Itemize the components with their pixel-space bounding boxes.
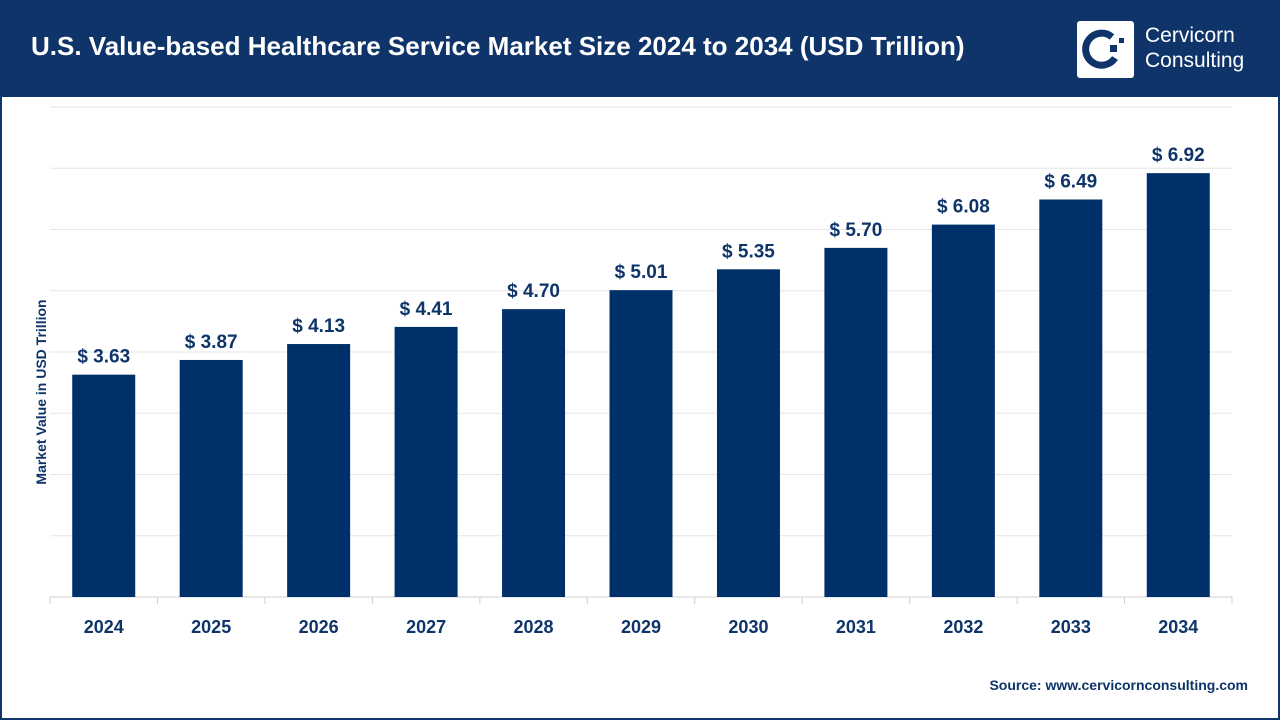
logo-icon	[1077, 21, 1134, 78]
x-tick-label: 2027	[406, 617, 446, 637]
bar-2033	[1039, 199, 1103, 598]
bar-2025	[179, 359, 243, 597]
data-label: $ 4.70	[507, 281, 560, 302]
data-label: $ 5.70	[829, 220, 882, 241]
logo-line1: Cervicorn	[1145, 24, 1235, 47]
data-label: $ 4.41	[400, 299, 453, 320]
bar-2034	[1146, 173, 1210, 597]
logo-text: Cervicorn Consulting	[1145, 23, 1244, 73]
bar-2031	[824, 247, 888, 597]
data-label: $ 6.49	[1044, 171, 1097, 192]
bar-2026	[287, 344, 351, 597]
source-text: Source: www.cervicornconsulting.com	[989, 677, 1248, 693]
x-tick-label: 2034	[1158, 617, 1198, 637]
data-label: $ 4.13	[292, 316, 345, 337]
x-tick-label: 2032	[943, 617, 983, 637]
company-logo: Cervicorn Consulting	[1077, 21, 1263, 79]
logo-line2: Consulting	[1145, 49, 1245, 72]
data-label: $ 6.08	[937, 197, 990, 218]
x-tick-label: 2025	[191, 617, 231, 637]
bar-2024	[72, 374, 136, 597]
data-label: $ 3.63	[77, 347, 130, 368]
x-tick-label: 2031	[836, 617, 876, 637]
bar-2030	[716, 269, 780, 597]
data-label: $ 5.01	[615, 262, 668, 283]
bar-2032	[931, 224, 995, 597]
x-tick-label: 2024	[84, 617, 124, 637]
bar-2027	[394, 326, 458, 597]
bar-2029	[609, 290, 673, 597]
x-tick-label: 2028	[514, 617, 554, 637]
header-bar: U.S. Value-based Healthcare Service Mark…	[0, 0, 1280, 97]
data-label: $ 3.87	[185, 332, 238, 353]
data-label: $ 6.92	[1152, 145, 1205, 166]
x-tick-label: 2030	[728, 617, 768, 637]
x-tick-label: 2029	[621, 617, 661, 637]
x-tick-label: 2026	[299, 617, 339, 637]
chart-title: U.S. Value-based Healthcare Service Mark…	[31, 31, 965, 61]
bar-2028	[502, 309, 566, 597]
data-label: $ 5.35	[722, 241, 775, 262]
x-tick-label: 2033	[1051, 617, 1091, 637]
